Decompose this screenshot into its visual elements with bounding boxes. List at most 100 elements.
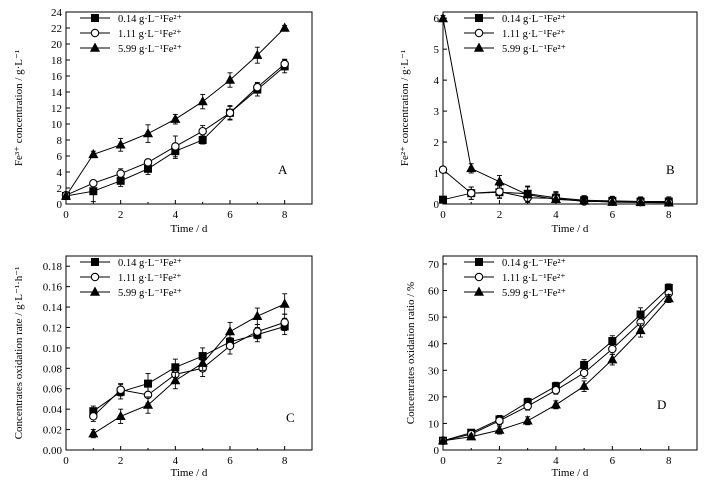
chart-panel-b: 0 2 4 6 8 0 1 2 3 4 5 6 Time / d Fe²⁺ concentration /…: [399, 11, 698, 235]
legend-entry: 5.99 g·L⁻¹Fe²⁺: [80, 42, 182, 55]
data-point: [579, 195, 590, 205]
y-tick-label: 8: [57, 135, 63, 147]
data-point: [116, 169, 125, 178]
y-tick-label: 0: [434, 445, 440, 457]
data-point: [439, 195, 447, 204]
data-point: [635, 196, 646, 207]
y-tick-label: 1: [434, 168, 440, 180]
x-tick-label: 8: [282, 209, 288, 221]
legend-entry: 1.11 g·L⁻¹Fe²⁺: [464, 272, 566, 284]
data-point: [437, 12, 449, 23]
legend-entry: 5.99 g·L⁻¹Fe²⁺: [464, 286, 566, 299]
data-point: [225, 341, 235, 351]
data-point: [437, 435, 449, 445]
data-point: [279, 298, 290, 308]
data-point: [144, 379, 152, 388]
legend-entry: 5.99 g·L⁻¹Fe²⁺: [80, 286, 182, 299]
legend-label: 0.14 g·L⁻¹Fe²⁺: [118, 258, 182, 269]
data-point: [197, 96, 208, 106]
data-point: [170, 375, 181, 385]
data-point: [142, 128, 154, 138]
data-point: [142, 399, 154, 409]
data-point: [579, 380, 590, 390]
data-point: [607, 354, 618, 364]
data-point: [663, 197, 674, 207]
y-tick-label: 50: [428, 312, 440, 324]
data-point: [198, 136, 207, 144]
x-tick-label: 8: [666, 455, 672, 467]
y-tick-label: 70: [428, 259, 440, 271]
data-point: [170, 113, 181, 123]
x-tick-label: 2: [497, 209, 503, 221]
data-point: [495, 187, 504, 196]
legend-entry: 1.11 g·L⁻¹Fe²⁺: [80, 272, 182, 284]
data-point: [663, 292, 674, 303]
legend-entry: 1.11 g·L⁻¹Fe²⁺: [80, 28, 182, 40]
y-axis-label: Concentrates oxidation rate / g·L⁻¹·h⁻¹: [13, 267, 25, 440]
y-tick-label: 20: [51, 39, 63, 51]
y-tick-label: 30: [428, 365, 440, 377]
data-point: [252, 310, 263, 320]
legend-marker: [474, 28, 484, 38]
y-tick-label: 10: [51, 119, 63, 131]
y-tick-label: 0.02: [43, 425, 62, 437]
data-point: [522, 189, 533, 199]
data-point: [143, 158, 153, 167]
panel-label: C: [286, 410, 295, 425]
x-tick-label: 6: [227, 455, 233, 467]
data-point: [495, 416, 504, 426]
legend-marker: [90, 272, 100, 282]
y-tick-label: 0.00: [43, 445, 63, 457]
data-point: [198, 126, 207, 136]
y-tick-label: 5: [434, 44, 440, 56]
legend-entry: 0.14 g·L⁻¹Fe²⁺: [464, 258, 566, 269]
legend-label: 5.99 g·L⁻¹Fe²⁺: [118, 44, 182, 55]
y-tick-label: 0.04: [43, 404, 63, 416]
data-point: [523, 401, 532, 411]
y-tick-label: 2: [434, 137, 440, 149]
legend-label: 1.11 g·L⁻¹Fe²⁺: [502, 29, 566, 40]
legend-label: 5.99 g·L⁻¹Fe²⁺: [502, 288, 566, 299]
y-tick-label: 4: [434, 75, 440, 87]
legend-marker: [89, 42, 101, 52]
x-tick-label: 4: [173, 455, 179, 467]
panel-label: A: [278, 162, 288, 177]
legend-marker: [473, 42, 485, 52]
y-tick-label: 18: [51, 55, 63, 67]
data-point: [197, 357, 208, 367]
y-tick-label: 0: [57, 199, 63, 211]
data-point: [115, 410, 126, 421]
x-tick-label: 2: [497, 455, 503, 467]
y-tick-label: 16: [51, 71, 63, 83]
series-circle: [61, 58, 289, 200]
y-tick-label: 0.14: [43, 302, 63, 314]
series-line: [65, 66, 286, 197]
legend-entry: 0.14 g·L⁻¹Fe²⁺: [80, 258, 182, 269]
data-point: [550, 193, 561, 204]
data-point: [171, 142, 180, 151]
data-point: [252, 49, 263, 59]
x-axis-label: Time / d: [171, 467, 208, 479]
y-tick-label: 4: [57, 167, 63, 179]
legend-entry: 5.99 g·L⁻¹Fe²⁺: [464, 42, 566, 55]
data-point: [466, 162, 477, 173]
data-point: [279, 22, 290, 32]
y-tick-label: 0.08: [43, 363, 63, 375]
data-point: [466, 431, 477, 441]
chart-panel-c: 0 2 4 6 8 0.00 0.02 0.04 0.06 0.08 0.10 0.12 0.14 0.1…: [13, 255, 313, 479]
series-line: [442, 292, 670, 442]
x-tick-label: 2: [118, 455, 124, 467]
legend-label: 5.99 g·L⁻¹Fe²⁺: [502, 44, 566, 55]
data-point: [438, 165, 448, 174]
series-triangle: [437, 12, 674, 207]
y-axis-label: Concentrates oxidation ratio / %: [405, 282, 417, 424]
x-tick-label: 0: [440, 455, 446, 467]
data-point: [550, 399, 561, 409]
data-point: [115, 139, 126, 149]
x-tick-label: 6: [610, 209, 616, 221]
legend-entry: 1.11 g·L⁻¹Fe²⁺: [464, 28, 566, 40]
data-point: [89, 187, 98, 196]
data-point: [225, 108, 235, 118]
